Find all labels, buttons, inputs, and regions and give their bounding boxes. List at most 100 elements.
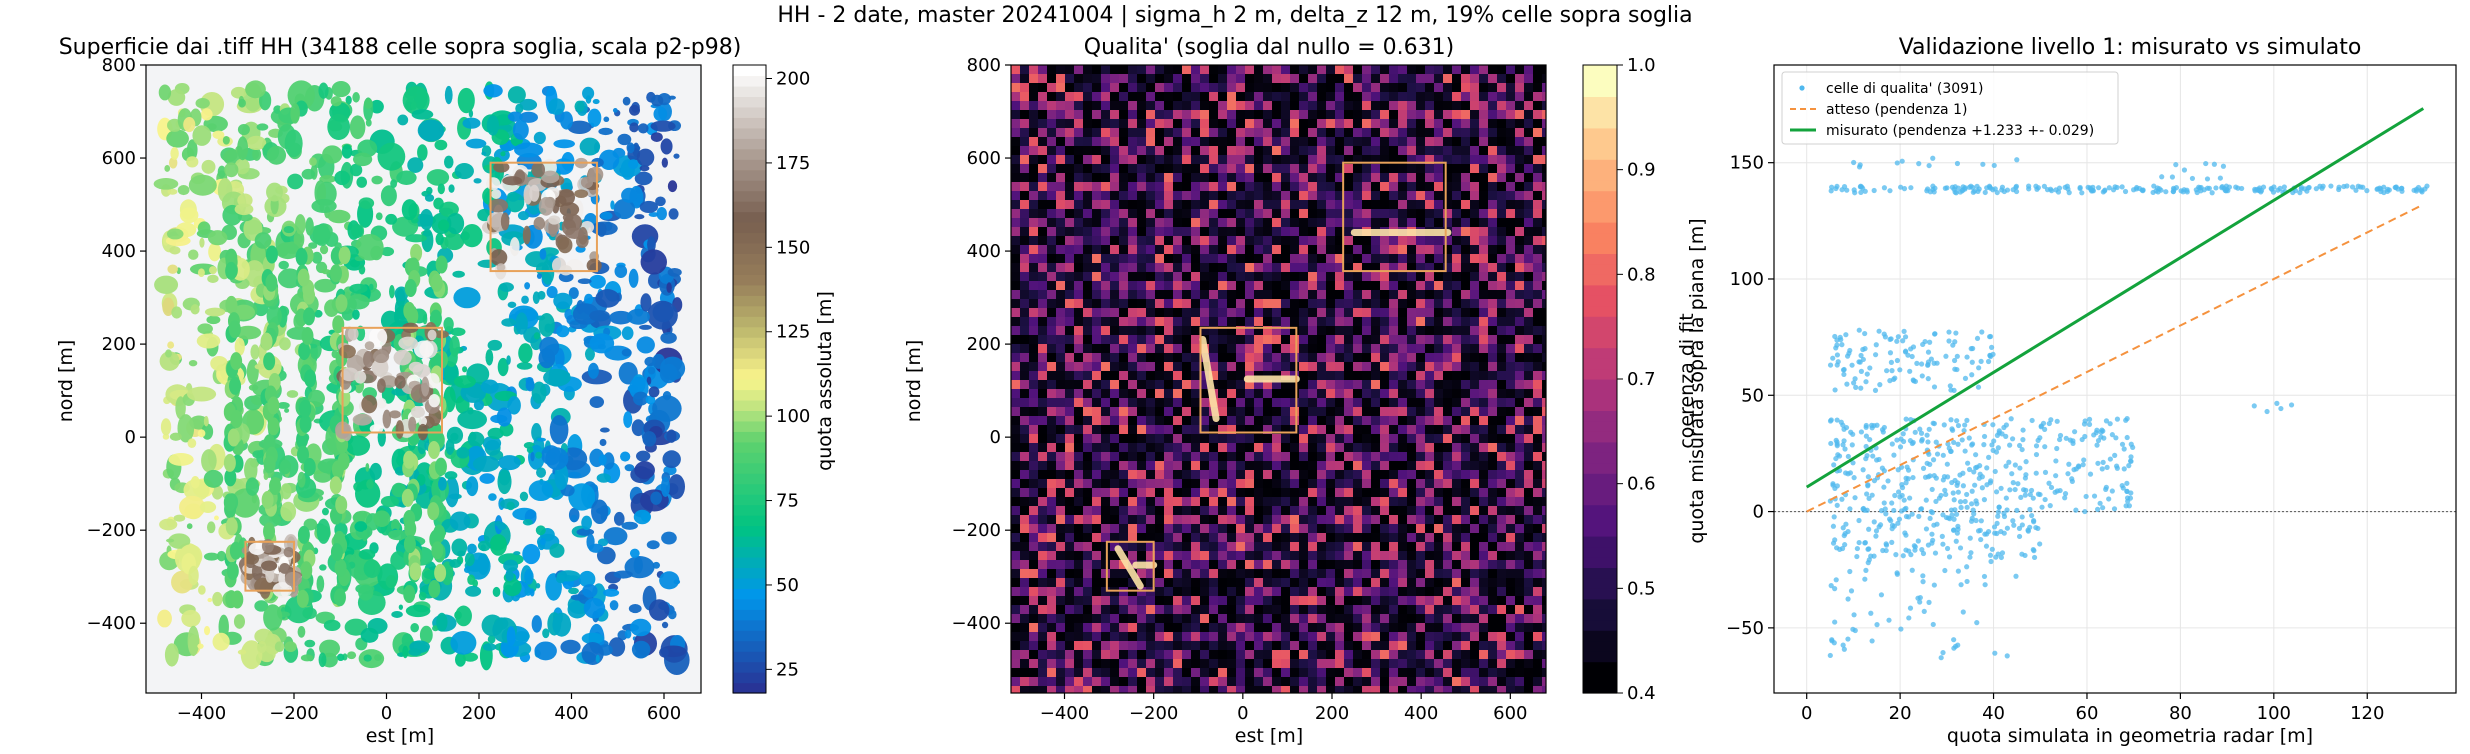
elevation-blob	[636, 148, 655, 167]
quality-cell	[1272, 488, 1282, 498]
quality-cell	[1128, 353, 1138, 363]
quality-cell	[1326, 146, 1336, 156]
elevation-blob	[286, 390, 299, 398]
quality-cell	[1056, 416, 1066, 426]
quality-cell	[1479, 308, 1489, 318]
elevation-blob	[424, 194, 435, 202]
quality-cell	[1470, 236, 1480, 246]
quality-cell	[1371, 425, 1381, 435]
quality-cell	[1101, 497, 1111, 507]
elevation-blob	[449, 335, 460, 357]
quality-cell	[1362, 362, 1372, 372]
quality-cell	[1326, 119, 1336, 129]
quality-cell	[1407, 416, 1417, 426]
quality-cell	[1443, 119, 1453, 129]
quality-cell	[1047, 290, 1057, 300]
elevation-blob	[467, 574, 476, 586]
quality-cell	[1263, 344, 1273, 354]
quality-cell	[1308, 515, 1318, 525]
quality-cell	[1083, 245, 1093, 255]
quality-cell	[1074, 407, 1084, 417]
quality-cell	[1326, 281, 1336, 291]
quality-cell	[1029, 227, 1039, 237]
quality-cell	[1056, 155, 1066, 165]
quality-cell	[1173, 272, 1183, 282]
quality-cell	[1155, 74, 1165, 84]
quality-cell	[1047, 119, 1057, 129]
quality-cell	[1461, 173, 1471, 183]
elevation-blob	[301, 168, 316, 180]
quality-cell	[1290, 92, 1300, 102]
quality-cell	[1110, 407, 1120, 417]
quality-cell	[1398, 461, 1408, 471]
quality-cell	[1515, 308, 1525, 318]
quality-cell	[1164, 335, 1174, 345]
elevation-blob	[538, 313, 555, 338]
quality-cell	[1308, 497, 1318, 507]
quality-cell	[1047, 164, 1057, 174]
quality-cell	[1488, 227, 1498, 237]
elevation-blob	[230, 86, 247, 99]
quality-cell	[1533, 506, 1543, 516]
quality-cell	[1497, 92, 1507, 102]
colorbar-segment	[733, 672, 766, 684]
quality-cell	[1236, 155, 1246, 165]
quality-cell	[1110, 83, 1120, 93]
quality-cell	[1389, 74, 1399, 84]
elevation-blob	[557, 236, 573, 254]
quality-cell	[1218, 434, 1228, 444]
x-tick-label: 200	[462, 703, 496, 724]
quality-cell	[1497, 452, 1507, 462]
quality-cell	[1281, 137, 1291, 147]
quality-cell	[1335, 515, 1345, 525]
quality-cell	[1245, 218, 1255, 228]
quality-cell	[1317, 74, 1327, 84]
quality-cell	[1182, 389, 1192, 399]
quality-cell	[1236, 344, 1246, 354]
quality-cell	[1191, 164, 1201, 174]
quality-cell	[1281, 416, 1291, 426]
elevation-blob	[581, 515, 592, 530]
quality-cell	[1290, 155, 1300, 165]
quality-cell	[1515, 389, 1525, 399]
quality-cell	[1047, 299, 1057, 309]
quality-cell	[1533, 344, 1543, 354]
quality-cell	[1074, 227, 1084, 237]
quality-cell	[1182, 173, 1192, 183]
quality-cell	[1029, 164, 1039, 174]
panel2-plot-area	[1010, 64, 1547, 694]
elevation-blob	[187, 625, 200, 657]
quality-cell	[1344, 200, 1354, 210]
quality-cell	[1110, 245, 1120, 255]
quality-cell	[1281, 344, 1291, 354]
quality-cell	[1155, 317, 1165, 327]
quality-cell	[1416, 416, 1426, 426]
quality-cell	[1245, 479, 1255, 489]
elevation-blob	[313, 309, 323, 318]
quality-cell	[1263, 488, 1273, 498]
quality-cell	[1182, 191, 1192, 201]
quality-cell	[1092, 272, 1102, 282]
quality-cell	[1452, 308, 1462, 318]
quality-cell	[1011, 497, 1021, 507]
quality-cell	[1011, 524, 1021, 534]
quality-cell	[1137, 335, 1147, 345]
quality-cell	[1380, 281, 1390, 291]
quality-cell	[1299, 398, 1309, 408]
quality-cell	[1443, 371, 1453, 381]
quality-cell	[1119, 245, 1129, 255]
quality-cell	[1209, 362, 1219, 372]
quality-cell	[1488, 416, 1498, 426]
quality-cell	[1245, 344, 1255, 354]
elevation-blob	[166, 228, 184, 240]
quality-cell	[1488, 92, 1498, 102]
quality-cell	[1407, 353, 1417, 363]
quality-cell	[1425, 344, 1435, 354]
quality-cell	[1137, 128, 1147, 138]
quality-cell	[1227, 119, 1237, 129]
quality-cell	[1137, 218, 1147, 228]
quality-cell	[1335, 452, 1345, 462]
quality-cell	[1155, 128, 1165, 138]
quality-cell	[1074, 335, 1084, 345]
quality-cell	[1038, 326, 1048, 336]
